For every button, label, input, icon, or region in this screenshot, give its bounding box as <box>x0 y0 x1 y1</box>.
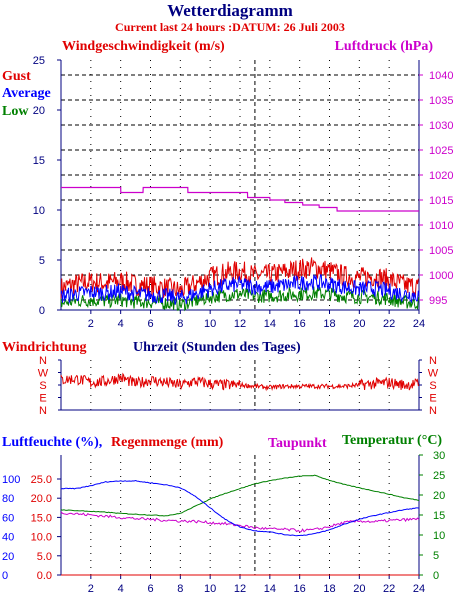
hour-tick-label: 8 <box>177 318 183 330</box>
temperature-tick-label: 0 <box>433 570 439 582</box>
hour-tick-label-bottom: 4 <box>118 583 124 595</box>
wind-speed-tick-label: 10 <box>33 205 45 217</box>
wind-direction-series-line <box>60 372 420 392</box>
hour-tick-label: 22 <box>383 318 395 330</box>
wind-speed-tick-label: 5 <box>39 255 45 267</box>
wind-speed-tick-label: 0 <box>39 305 45 317</box>
hour-tick-label: 24 <box>413 318 425 330</box>
direction-left-tick-label: S <box>39 380 46 392</box>
legend-dewpoint: Taupunkt <box>268 436 327 451</box>
rain-tick-label: 20.0 <box>31 493 52 505</box>
rain-tick-label: 5.0 <box>37 551 52 563</box>
pressure-tick-label: 1025 <box>429 145 453 157</box>
hour-tick-label: 16 <box>294 318 306 330</box>
pressure-axis-title: Luftdruck (hPa) <box>335 39 434 54</box>
hour-tick-label-bottom: 2 <box>88 583 94 595</box>
legend-temperature: Temperatur (°C) <box>342 433 442 448</box>
pressure-tick-label: 1005 <box>429 245 453 257</box>
hour-tick-label-bottom: 8 <box>177 583 183 595</box>
humidity-series-line <box>60 479 420 537</box>
wind-direction-title: Windrichtung <box>2 340 87 355</box>
hour-tick-label-bottom: 12 <box>234 583 246 595</box>
direction-right-tick-label: N <box>429 355 437 367</box>
hour-tick-label: 10 <box>204 318 216 330</box>
temperature-tick-label: 20 <box>433 490 445 502</box>
hour-tick-label: 4 <box>118 318 124 330</box>
direction-right-tick-label: N <box>429 405 437 417</box>
diagram-title: Wetterdiagramm <box>167 1 293 20</box>
temperature-tick-label: 15 <box>433 510 445 522</box>
hour-tick-label: 12 <box>234 318 246 330</box>
legend-average: Average <box>2 86 51 101</box>
series-layer <box>60 186 420 576</box>
wind-speed-axis-title: Windgeschwindigkeit (m/s) <box>62 39 225 54</box>
hour-tick-label-bottom: 24 <box>413 583 425 595</box>
hour-tick-label-bottom: 20 <box>353 583 365 595</box>
pressure-tick-label: 1030 <box>429 120 453 132</box>
hour-tick-label-bottom: 22 <box>383 583 395 595</box>
average-series-line <box>60 274 420 305</box>
hour-tick-label: 2 <box>88 318 94 330</box>
rain-tick-label: 10.0 <box>31 532 52 544</box>
direction-left-tick-label: E <box>39 393 46 405</box>
hour-tick-label: 20 <box>353 318 365 330</box>
pressure-series-line <box>61 186 419 212</box>
pressure-tick-label: 1020 <box>429 170 453 182</box>
hour-tick-label-bottom: 18 <box>323 583 335 595</box>
temperature-tick-label: 5 <box>433 550 439 562</box>
direction-right-tick-label: S <box>429 380 436 392</box>
dewpoint-series-line <box>60 511 420 533</box>
humidity-tick-label: 60 <box>2 512 14 524</box>
hour-tick-label-bottom: 14 <box>264 583 276 595</box>
hour-tick-label-bottom: 16 <box>294 583 306 595</box>
direction-right-tick-label: E <box>429 393 436 405</box>
direction-right-tick-label: W <box>428 368 439 380</box>
pressure-tick-label: 995 <box>429 295 447 307</box>
hour-tick-label: 18 <box>323 318 335 330</box>
hour-tick-label-bottom: 6 <box>147 583 153 595</box>
direction-left-tick-label: N <box>39 405 47 417</box>
humidity-tick-label: 20 <box>2 551 14 563</box>
temperature-tick-label: 30 <box>433 450 445 462</box>
hour-tick-label: 14 <box>264 318 276 330</box>
pressure-tick-label: 1015 <box>429 195 453 207</box>
pressure-tick-label: 1000 <box>429 270 453 282</box>
tick-label-layer: 9951000100510101015102010251030103510400… <box>2 55 453 595</box>
wind-speed-tick-label: 15 <box>33 155 45 167</box>
rain-tick-label: 25.0 <box>31 474 52 486</box>
pressure-tick-label: 1035 <box>429 95 453 107</box>
temperature-series-line <box>60 474 420 517</box>
legend-low: Low <box>2 104 29 119</box>
direction-left-tick-label: W <box>38 368 49 380</box>
hour-tick-label-bottom: 10 <box>204 583 216 595</box>
legend-rain: Regenmenge (mm) <box>111 435 224 450</box>
humidity-tick-label: 40 <box>2 532 14 544</box>
humidity-tick-label: 100 <box>2 474 20 486</box>
pressure-tick-label: 1040 <box>429 70 453 82</box>
rain-tick-label: 0.0 <box>37 570 52 582</box>
legend-humidity: Luftfeuchte (%), <box>2 435 102 450</box>
humidity-tick-label: 0 <box>2 570 8 582</box>
temperature-tick-label: 10 <box>433 530 445 542</box>
wind-speed-tick-label: 20 <box>33 105 45 117</box>
diagram-subtitle: Current last 24 hours :DATUM: 26 Juli 20… <box>115 20 345 34</box>
direction-left-tick-label: N <box>39 355 47 367</box>
legend-gust: Gust <box>2 69 31 84</box>
rain-tick-label: 15.0 <box>31 512 52 524</box>
pressure-tick-label: 1010 <box>429 220 453 232</box>
x-axis-title: Uhrzeit (Stunden des Tages) <box>133 340 301 355</box>
humidity-tick-label: 80 <box>2 493 14 505</box>
wind-speed-tick-label: 25 <box>33 55 45 67</box>
hour-tick-label: 6 <box>147 318 153 330</box>
temperature-tick-label: 25 <box>433 470 445 482</box>
